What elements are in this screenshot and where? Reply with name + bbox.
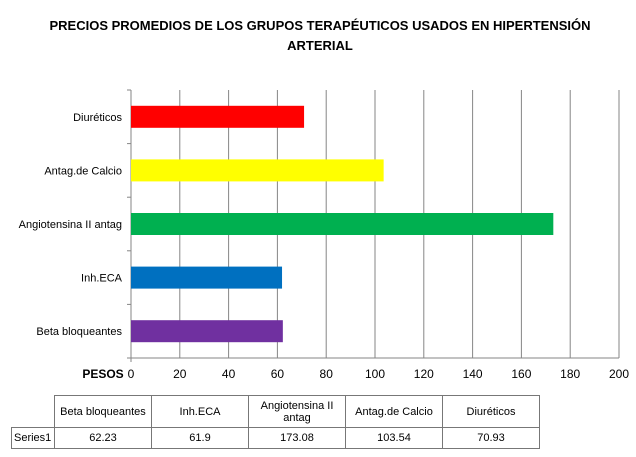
data-table-cell: 61.9: [151, 427, 249, 449]
category-label: Diuréticos: [73, 112, 122, 124]
chart-title-line-2: ARTERIAL: [287, 38, 353, 53]
data-table-cell: 103.54: [345, 427, 443, 449]
category-label: Beta bloqueantes: [36, 326, 122, 338]
data-table-header-text: Angiotensina II: [260, 399, 334, 412]
data-table-header: Inh.ECA: [151, 395, 249, 428]
x-tick-label: 80: [320, 367, 334, 381]
data-table: Beta bloqueantes Inh.ECA Angiotensina II…: [11, 395, 540, 449]
data-table-header-text: Beta bloqueantes: [60, 405, 146, 418]
x-tick-label: 160: [511, 367, 531, 381]
bar: [131, 105, 305, 128]
data-table-cell: 70.93: [442, 427, 540, 449]
x-tick-label: 20: [173, 367, 187, 381]
bar: [131, 159, 384, 182]
x-tick-label: 0: [128, 367, 135, 381]
data-table-corner: [12, 396, 55, 428]
data-table-header-text: Diuréticos: [466, 405, 516, 418]
bar: [131, 320, 283, 343]
data-table-cell: 62.23: [54, 427, 152, 449]
category-label: Antag.de Calcio: [44, 165, 122, 177]
x-axis-unit-label: PESOS: [82, 367, 123, 381]
data-table-header-text: antag: [283, 411, 311, 424]
data-table-header-text: Inh.ECA: [179, 405, 221, 418]
x-tick-label: 120: [414, 367, 434, 381]
category-label: Inh.ECA: [81, 273, 123, 285]
chart-title: PRECIOS PROMEDIOS DE LOS GRUPOS TERAPÉUT…: [40, 16, 600, 56]
data-table-header: Beta bloqueantes: [54, 395, 152, 428]
x-tick-label: 60: [271, 367, 285, 381]
data-table-row-label: Series1: [11, 427, 55, 449]
data-table-cell: 173.08: [248, 427, 346, 449]
data-table-header-text: Antag.de Calcio: [355, 405, 433, 418]
bar: [131, 213, 554, 235]
data-table-header: Diuréticos: [442, 395, 540, 428]
data-table-header: Antag.de Calcio: [345, 395, 443, 428]
x-tick-label: 100: [365, 367, 385, 381]
x-tick-label: 40: [222, 367, 236, 381]
x-tick-label: 200: [609, 367, 629, 381]
chart-title-line-1: PRECIOS PROMEDIOS DE LOS GRUPOS TERAPÉUT…: [49, 18, 591, 33]
bar-chart: 0 20 40 60 80 100 120 140 160 180 200 PESOS Beta blo…: [19, 89, 629, 381]
bar: [131, 266, 283, 289]
data-table-row: Series1 62.23 61.9 173.08 103.54 70.93: [11, 427, 540, 449]
data-table-header-row: Beta bloqueantes Inh.ECA Angiotensina II…: [12, 395, 540, 428]
x-tick-label: 140: [463, 367, 483, 381]
x-tick-label: 180: [560, 367, 580, 381]
category-label: Angiotensina II antag: [19, 219, 122, 231]
data-table-header: Angiotensina II antag: [248, 395, 346, 428]
